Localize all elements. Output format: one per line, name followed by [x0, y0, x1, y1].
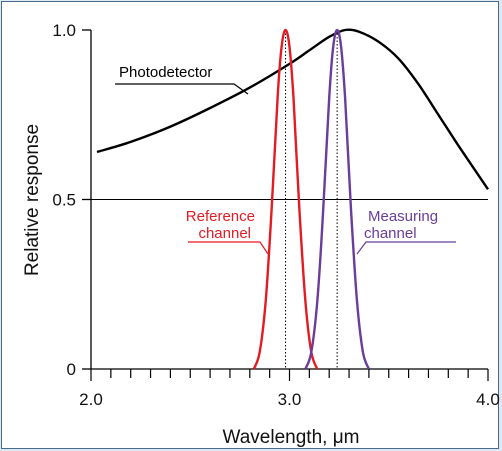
x-tick-label: 3.0	[278, 390, 302, 409]
photodetector-curve	[96, 28, 489, 190]
photodetector-label: Photodetector	[119, 64, 212, 81]
reference-label-line1: Reference	[186, 208, 255, 225]
y-axis-title: Relative response	[22, 124, 43, 276]
y-tick-label: 1.0	[52, 21, 76, 40]
measuring-label-line2: channel	[364, 225, 417, 242]
reference-label-line2: channel	[198, 225, 251, 242]
y-tick-label: 0.5	[52, 191, 76, 210]
x-tick-label: 4.0	[476, 390, 500, 409]
y-tick-label: 0	[67, 360, 76, 379]
photodetector-leader-line	[115, 83, 249, 95]
x-tick-label: 2.0	[79, 390, 103, 409]
x-axis-title: Wavelength, μm	[223, 427, 360, 448]
measuring-channel-curve	[304, 28, 371, 370]
reference-channel-curve	[252, 28, 319, 370]
reference-leader-line	[188, 241, 269, 255]
measuring-label-line1: Measuring	[368, 208, 438, 225]
measuring-leader-line	[356, 241, 456, 255]
